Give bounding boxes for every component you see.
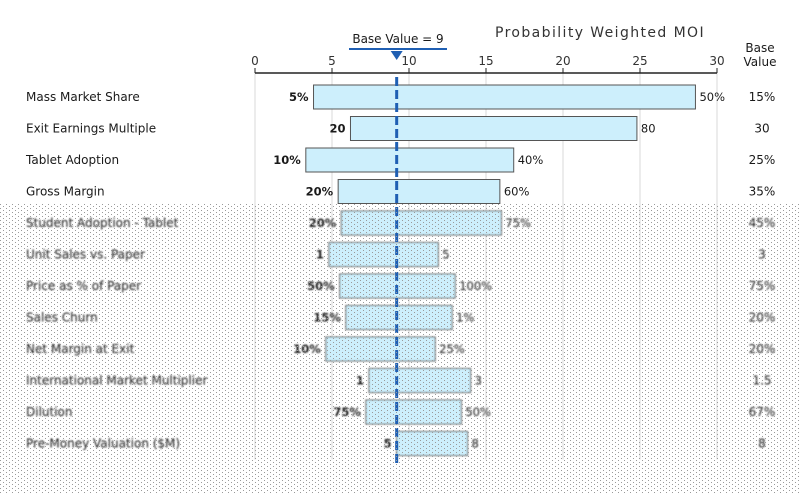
- x-tick-label: 0: [251, 54, 259, 68]
- base-value-cell: 30: [754, 122, 769, 136]
- bar-low-label: 5%: [289, 90, 309, 104]
- base-value-marker-label: Base Value = 9: [352, 32, 443, 46]
- tornado-row: Tablet Adoption 10% 40% 25%: [25, 153, 775, 167]
- bar-high-label: 80: [641, 122, 656, 136]
- dotted-overlay: [0, 203, 800, 493]
- row-label: Mass Market Share: [26, 90, 140, 104]
- range-bar: [305, 147, 515, 173]
- row-label: Gross Margin: [26, 185, 105, 199]
- x-tick-label: 5: [328, 54, 336, 68]
- bar-high-label: 40%: [518, 153, 544, 167]
- tornado-row: Mass Market Share 5% 50% 15%: [26, 90, 775, 104]
- range-bar: [313, 84, 696, 110]
- base-column-header-line2: Value: [744, 55, 777, 69]
- range-bar: [349, 116, 638, 141]
- bar-low-label: 10%: [273, 153, 301, 167]
- x-tick-label: 20: [555, 54, 570, 68]
- chart-title: Probability Weighted MOI: [495, 25, 705, 41]
- tornado-row: Exit Earnings Multiple 20 80 30: [26, 122, 770, 136]
- x-tick-label: 15: [478, 54, 493, 68]
- base-value-cell: 35%: [749, 185, 776, 199]
- range-bar: [337, 179, 501, 204]
- base-column-header-line1: Base: [745, 41, 774, 55]
- row-label: Exit Earnings Multiple: [26, 122, 156, 136]
- bar-low-label: 20%: [306, 185, 334, 199]
- base-marker-triangle: [390, 51, 403, 60]
- base-value-cell: 25%: [749, 153, 776, 167]
- bar-low-label: 20: [329, 122, 345, 136]
- x-tick-label: 30: [709, 54, 724, 68]
- bar-high-label: 50%: [699, 90, 725, 104]
- tornado-row: Gross Margin 20% 60% 35%: [26, 185, 775, 199]
- x-tick-label: 25: [632, 54, 647, 68]
- bar-high-label: 60%: [504, 185, 530, 199]
- base-value-cell: 15%: [749, 90, 776, 104]
- row-label: Tablet Adoption: [25, 153, 119, 167]
- x-tick-label: 10: [401, 54, 416, 68]
